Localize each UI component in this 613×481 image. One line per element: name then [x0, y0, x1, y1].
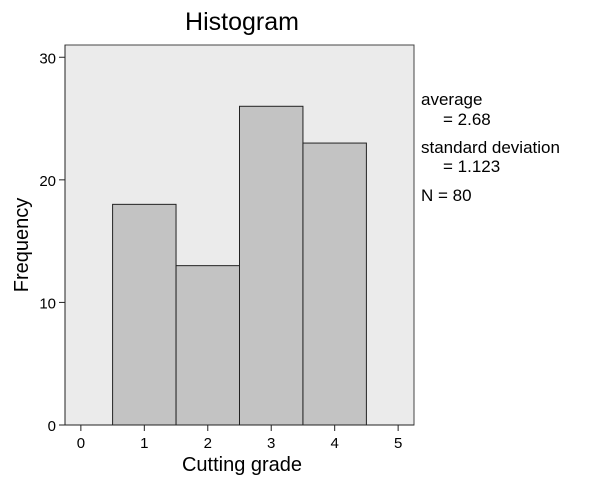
sample-size: N = 80: [421, 186, 472, 205]
histogram-bar-grade-2: [175, 265, 241, 426]
x-tick-label: 1: [140, 435, 148, 452]
average-label: average: [421, 90, 482, 109]
x-tick-label: 5: [394, 435, 402, 452]
x-tick-label: 4: [331, 435, 339, 452]
statistics-panel: average = 2.68 standard deviation = 1.12…: [421, 90, 560, 205]
y-tick-label: 0: [48, 418, 56, 435]
y-tick-label: 30: [39, 50, 56, 67]
x-axis-title: Cutting grade: [182, 454, 302, 476]
y-tick-label: 20: [39, 173, 56, 190]
histogram-bar-grade-4: [302, 142, 367, 426]
standard-deviation-value: = 1.123: [443, 157, 500, 176]
histogram-bar-grade-1: [112, 203, 177, 426]
x-tick-label: 3: [267, 435, 275, 452]
x-axis-ticks: 0 1 2 3 4 5: [77, 425, 402, 452]
bars-group: [112, 105, 367, 426]
x-tick-label: 2: [204, 435, 212, 452]
average-value: = 2.68: [443, 110, 491, 129]
histogram-bar-grade-3: [239, 105, 304, 426]
chart-title: Histogram: [185, 8, 299, 36]
standard-deviation-label: standard deviation: [421, 138, 560, 157]
x-tick-label: 0: [77, 435, 85, 452]
y-axis-title: Frequency: [11, 198, 33, 293]
y-tick-label: 10: [39, 295, 56, 312]
y-axis-ticks: 0 10 20 30: [39, 50, 65, 435]
